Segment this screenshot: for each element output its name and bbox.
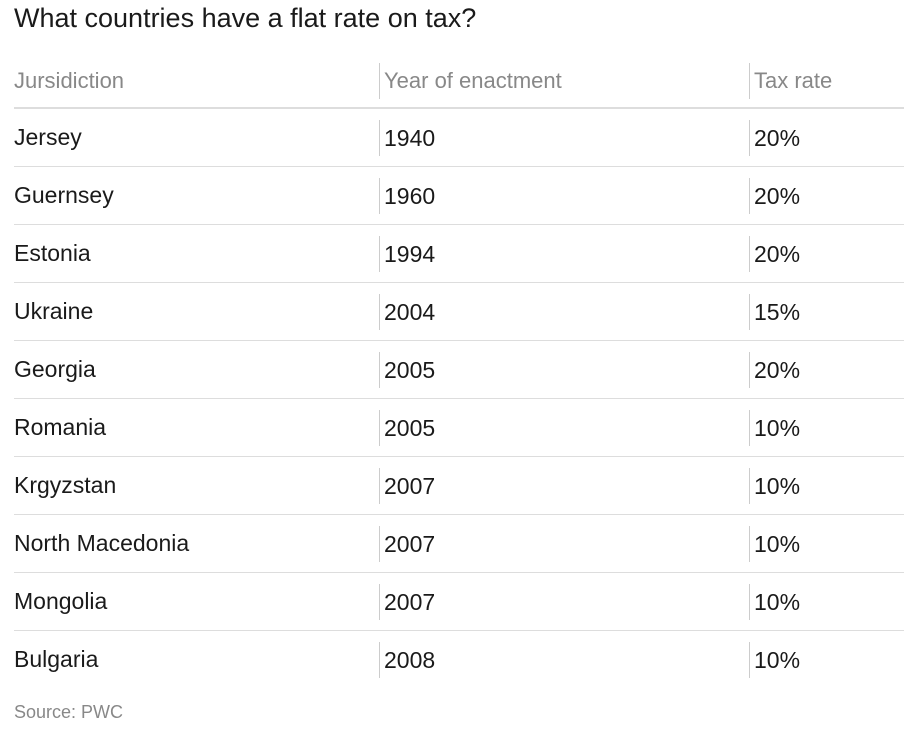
cell-jurisdiction: North Macedonia — [14, 514, 375, 573]
cell-year: 2008 — [375, 631, 745, 689]
cell-jurisdiction: Estonia — [14, 224, 375, 283]
source-note: Source: PWC — [14, 702, 124, 722]
cell-year: 2007 — [375, 572, 745, 631]
cell-year-text: 2007 — [379, 525, 435, 562]
cell-jurisdiction: Jersey — [14, 108, 375, 167]
table-row: Romania 2005 10% — [14, 398, 904, 457]
table-row: Krgyzstan 2007 10% — [14, 456, 904, 515]
cell-year-text: 2007 — [379, 583, 435, 620]
table-row: Ukraine 2004 15% — [14, 282, 904, 341]
cell-year: 2004 — [375, 282, 745, 341]
cell-rate: 10% — [745, 398, 904, 457]
table-row: Jersey 1940 20% — [14, 108, 904, 167]
cell-year-text: 1960 — [379, 177, 435, 214]
table-row: Guernsey 1960 20% — [14, 166, 904, 225]
cell-jurisdiction-text: Guernsey — [14, 182, 114, 208]
cell-rate: 10% — [745, 572, 904, 631]
cell-jurisdiction-text: Krgyzstan — [14, 472, 117, 498]
header-rate: Tax rate — [745, 55, 904, 109]
cell-jurisdiction: Ukraine — [14, 282, 375, 341]
cell-year-text: 1940 — [379, 119, 435, 156]
cell-jurisdiction-text: Estonia — [14, 240, 91, 266]
cell-rate: 20% — [745, 108, 904, 167]
cell-year: 2007 — [375, 514, 745, 573]
cell-jurisdiction-text: Jersey — [14, 124, 82, 150]
cell-jurisdiction: Romania — [14, 398, 375, 457]
cell-jurisdiction: Mongolia — [14, 572, 375, 631]
header-row: Jursidiction Year of enactment Tax rate — [14, 55, 904, 109]
cell-year-text: 1994 — [379, 235, 435, 272]
cell-rate-text: 20% — [749, 177, 800, 214]
cell-jurisdiction-text: Bulgaria — [14, 646, 99, 672]
tax-table: Jursidiction Year of enactment Tax rate … — [14, 55, 904, 688]
header-year-label: Year of enactment — [379, 63, 562, 99]
cell-rate: 20% — [745, 224, 904, 283]
table-row: Georgia 2005 20% — [14, 340, 904, 399]
cell-rate: 20% — [745, 166, 904, 225]
chart-title: What countries have a flat rate on tax? — [14, 3, 477, 33]
cell-year: 1940 — [375, 108, 745, 167]
cell-year: 2005 — [375, 340, 745, 399]
cell-year: 1994 — [375, 224, 745, 283]
cell-rate-text: 10% — [749, 409, 800, 446]
cell-rate-text: 10% — [749, 525, 800, 562]
cell-year-text: 2005 — [379, 351, 435, 388]
cell-rate-text: 10% — [749, 583, 800, 620]
cell-rate-text: 20% — [749, 351, 800, 388]
cell-year: 2007 — [375, 456, 745, 515]
cell-rate-text: 10% — [749, 467, 800, 504]
header-rate-label: Tax rate — [749, 63, 832, 99]
cell-jurisdiction-text: Mongolia — [14, 588, 108, 614]
cell-year-text: 2004 — [379, 293, 435, 330]
cell-rate: 15% — [745, 282, 904, 341]
cell-year: 1960 — [375, 166, 745, 225]
header-year: Year of enactment — [375, 55, 745, 109]
cell-rate: 20% — [745, 340, 904, 399]
cell-rate-text: 20% — [749, 235, 800, 272]
cell-jurisdiction: Krgyzstan — [14, 456, 375, 515]
cell-rate: 10% — [745, 456, 904, 515]
cell-year-text: 2007 — [379, 467, 435, 504]
cell-jurisdiction-text: North Macedonia — [14, 530, 190, 556]
cell-jurisdiction: Georgia — [14, 340, 375, 399]
cell-year-text: 2008 — [379, 641, 435, 678]
cell-jurisdiction-text: Georgia — [14, 356, 96, 382]
cell-year: 2005 — [375, 398, 745, 457]
cell-rate-text: 10% — [749, 641, 800, 678]
table-row: Estonia 1994 20% — [14, 224, 904, 283]
table-row: Mongolia 2007 10% — [14, 572, 904, 631]
cell-year-text: 2005 — [379, 409, 435, 446]
cell-jurisdiction: Bulgaria — [14, 631, 375, 689]
table-row: North Macedonia 2007 10% — [14, 514, 904, 573]
cell-jurisdiction: Guernsey — [14, 166, 375, 225]
header-jurisdiction: Jursidiction — [14, 55, 375, 109]
cell-jurisdiction-text: Ukraine — [14, 298, 94, 324]
cell-rate: 10% — [745, 514, 904, 573]
cell-rate-text: 15% — [749, 293, 800, 330]
cell-rate-text: 20% — [749, 119, 800, 156]
table-row: Bulgaria 2008 10% — [14, 631, 904, 689]
cell-rate: 10% — [745, 631, 904, 689]
cell-jurisdiction-text: Romania — [14, 414, 107, 440]
